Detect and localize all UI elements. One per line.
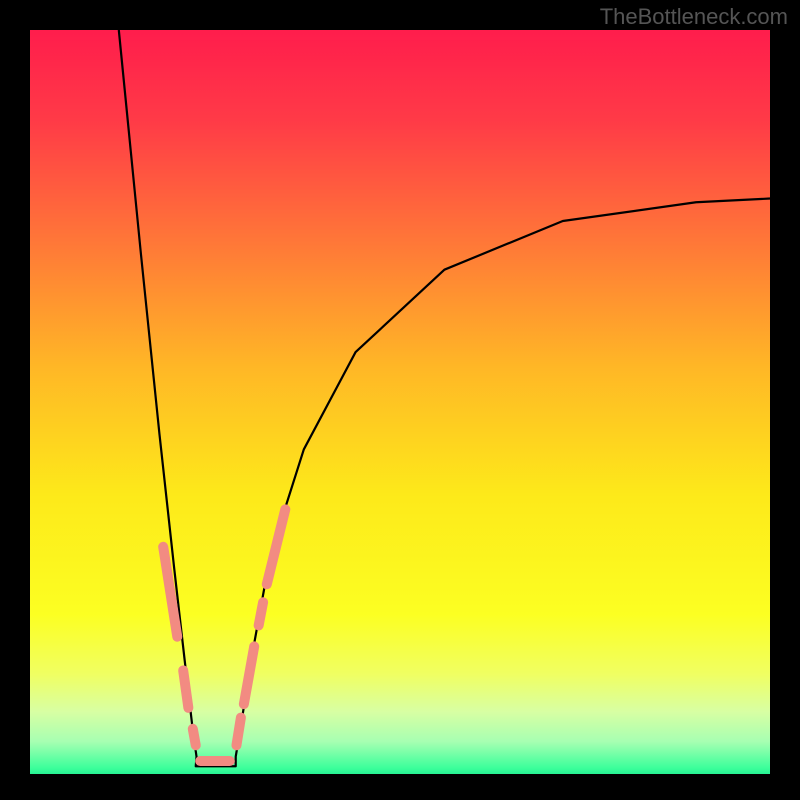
plot-gradient-background bbox=[30, 30, 770, 779]
highlight-dash bbox=[183, 670, 188, 707]
highlight-dash bbox=[259, 602, 263, 625]
bottleneck-curve-plot bbox=[0, 0, 800, 800]
watermark: TheBottleneck.com bbox=[600, 4, 788, 30]
highlight-dash bbox=[193, 729, 196, 745]
plot-bottom-border bbox=[30, 774, 770, 779]
figure-root: TheBottleneck.com bbox=[0, 0, 800, 800]
highlight-dash bbox=[236, 718, 240, 746]
